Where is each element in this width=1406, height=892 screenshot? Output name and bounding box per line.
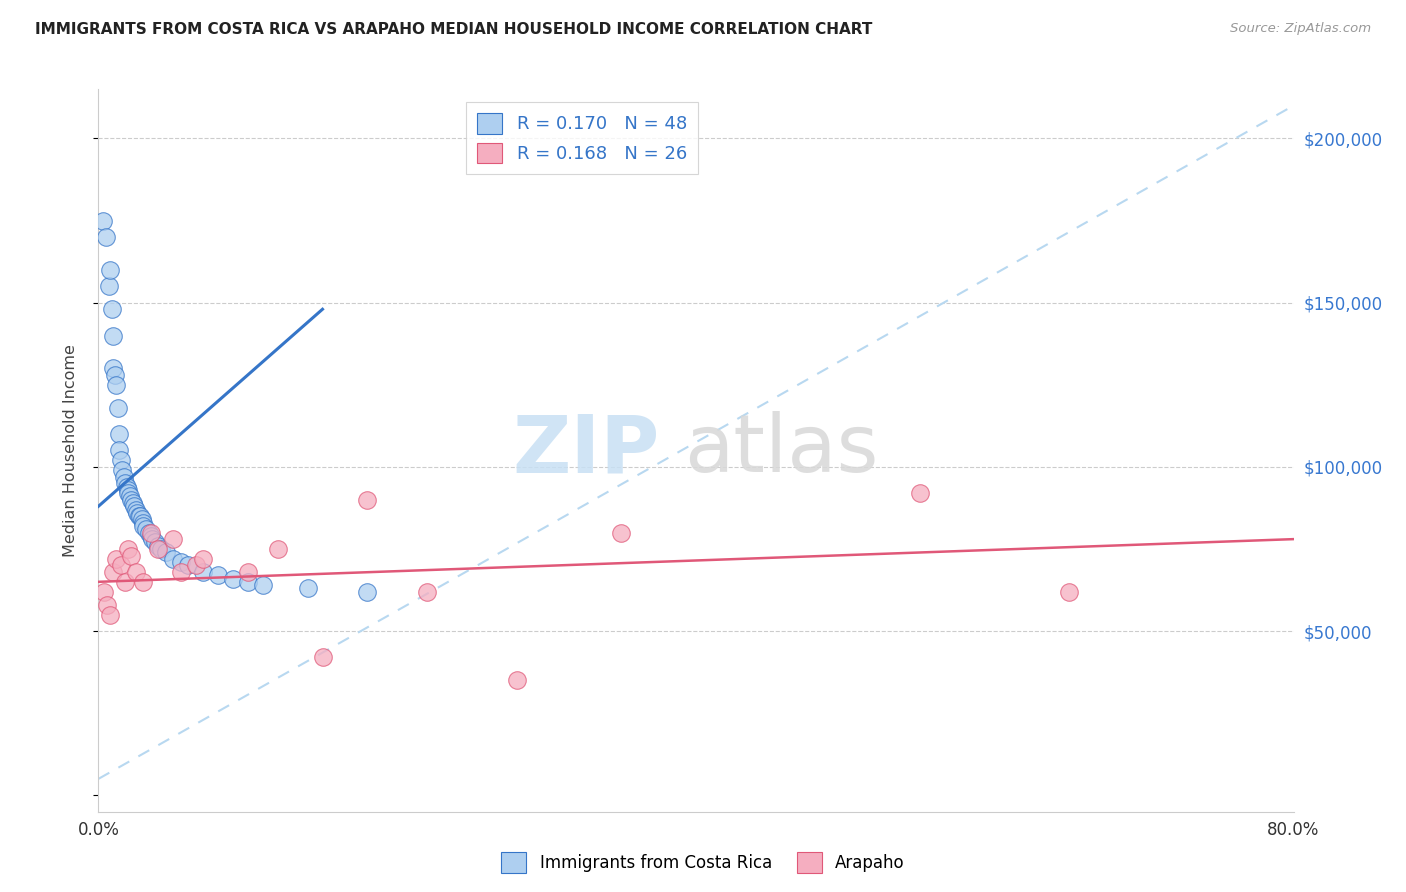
Point [104,368,127,382]
Point [103,328,125,343]
Point [184,558,207,573]
Point [311,650,333,665]
Point [121,496,143,510]
Point [132,574,155,589]
Point [191,565,214,579]
Point [129,509,152,524]
Point [267,541,290,556]
Point [610,525,633,540]
Point [110,453,132,467]
Point [150,541,173,556]
Point [297,582,319,596]
Point [117,541,139,556]
Point [169,555,191,569]
Point [356,492,378,507]
Point [124,500,146,514]
Point [125,502,148,516]
Point [139,529,162,543]
Point [416,584,439,599]
Text: Source: ZipAtlas.com: Source: ZipAtlas.com [1230,22,1371,36]
Point [236,574,259,589]
Point [155,545,177,559]
Point [120,549,142,563]
Point [112,469,135,483]
Point [207,568,229,582]
Point [162,551,184,566]
Point [103,361,125,376]
Point [222,572,245,586]
Point [115,480,138,494]
Point [118,490,141,504]
Text: atlas: atlas [685,411,879,490]
Legend: R = 0.170   N = 48, R = 0.168   N = 26: R = 0.170 N = 48, R = 0.168 N = 26 [465,102,697,174]
Point [356,584,378,599]
Point [252,578,274,592]
Point [111,463,134,477]
Point [98,263,122,277]
Point [114,574,136,589]
Point [98,607,122,622]
Point [132,519,155,533]
Point [108,427,131,442]
Point [506,673,529,688]
Point [94,230,117,244]
Point [128,509,150,524]
Point [908,486,931,500]
Point [93,584,115,599]
Point [108,443,131,458]
Point [91,213,114,227]
Point [120,492,142,507]
Point [148,541,170,556]
Point [177,558,200,573]
Point [114,476,136,491]
Point [103,565,125,579]
Point [127,506,149,520]
Point [105,377,128,392]
Text: ZIP: ZIP [513,411,661,490]
Point [110,558,132,573]
Point [125,565,148,579]
Point [96,598,118,612]
Point [101,302,124,317]
Point [191,551,214,566]
Legend: Immigrants from Costa Rica, Arapaho: Immigrants from Costa Rica, Arapaho [495,846,911,880]
Point [138,525,160,540]
Point [143,535,166,549]
Point [162,532,184,546]
Point [107,401,129,415]
Point [132,516,155,530]
Point [139,525,162,540]
Point [105,551,128,566]
Point [117,483,139,497]
Point [135,522,157,536]
Point [141,532,163,546]
Text: IMMIGRANTS FROM COSTA RICA VS ARAPAHO MEDIAN HOUSEHOLD INCOME CORRELATION CHART: IMMIGRANTS FROM COSTA RICA VS ARAPAHO ME… [35,22,873,37]
Point [148,539,170,553]
Y-axis label: Median Household Income: Median Household Income [63,344,77,557]
Point [1059,584,1081,599]
Point [169,565,191,579]
Point [117,486,139,500]
Point [236,565,259,579]
Point [97,279,120,293]
Point [131,512,153,526]
